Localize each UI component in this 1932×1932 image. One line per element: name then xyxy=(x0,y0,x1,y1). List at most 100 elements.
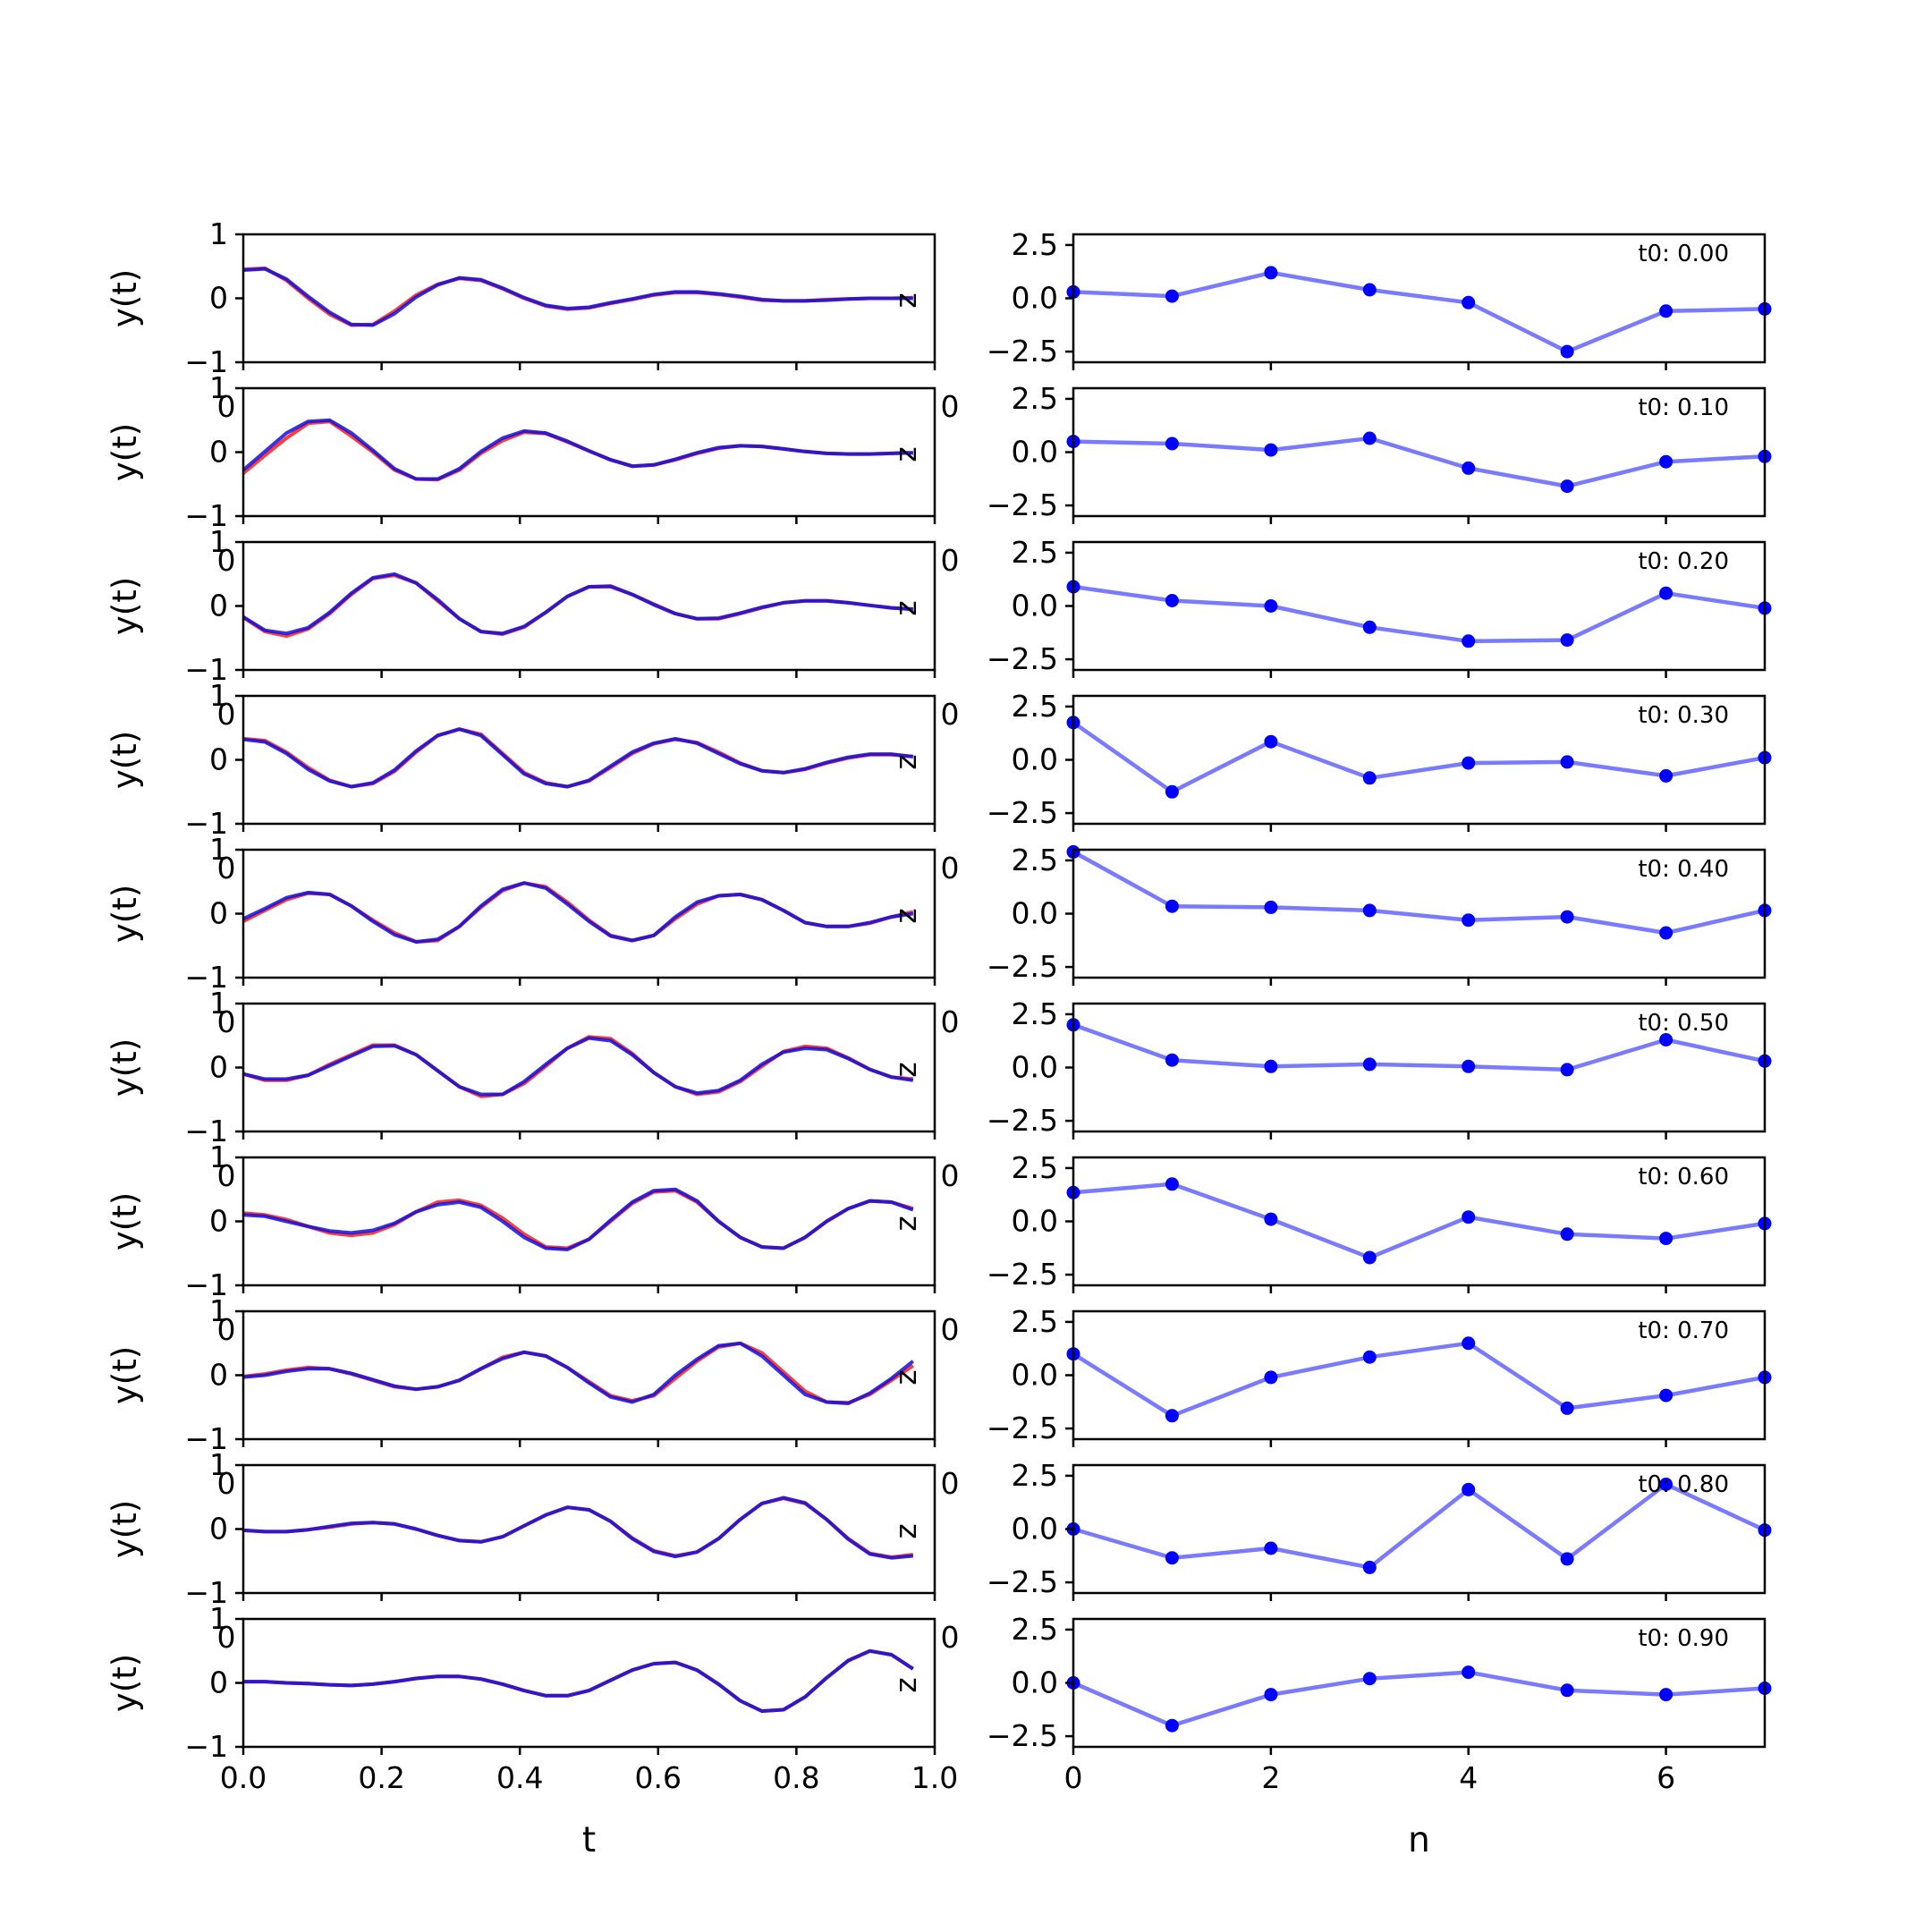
corner-label: z xyxy=(888,1523,923,1538)
y-tick-label: 0.0 xyxy=(1012,589,1058,623)
coefficient-point xyxy=(1165,594,1179,607)
coefficient-point xyxy=(1165,1053,1179,1067)
stray-tick-label: 0 xyxy=(217,851,236,886)
y-tick-label: 2.5 xyxy=(1012,1304,1058,1339)
corner-label: z xyxy=(888,1677,923,1692)
y-axis-label: y(t) xyxy=(106,885,144,943)
x-axis-label: t xyxy=(582,1820,596,1860)
stray-tick-label: 0 xyxy=(217,1312,236,1347)
signal-panel-9: 10−1y(t) z0 xyxy=(106,1447,936,1610)
coefficient-point xyxy=(1659,586,1674,600)
stray-tick-label: 0 xyxy=(217,1620,236,1655)
y-tick-label: 2.5 xyxy=(1012,535,1058,570)
signal-line-a xyxy=(243,266,913,327)
stray-tick-label: 0 xyxy=(941,697,960,732)
coefficient-point xyxy=(1659,1033,1674,1046)
y-tick-label: 0 xyxy=(209,435,228,470)
axes-frame xyxy=(242,1156,936,1287)
coefficient-point xyxy=(1362,1672,1377,1686)
coefficient-line xyxy=(1072,1182,1766,1260)
y-tick-label: −2.5 xyxy=(987,1411,1058,1445)
y-tick-label: −1 xyxy=(184,1729,228,1764)
coefficient-point xyxy=(1362,283,1377,297)
y-axis-label: y(t) xyxy=(106,269,144,327)
time-offset-label: t0: 0.60 xyxy=(1638,1164,1729,1191)
coefficient-point xyxy=(1264,1688,1278,1702)
signal-panel-7: 10−1y(t) z0 xyxy=(106,1140,936,1302)
coefficient-point xyxy=(1560,1227,1574,1241)
x-tick-label: 0.2 xyxy=(358,1760,404,1795)
time-offset-label: t0: 0.80 xyxy=(1638,1471,1729,1498)
coefficient-point xyxy=(1362,771,1377,785)
coefficient-point xyxy=(1659,304,1674,318)
coeff-panel-7: 2.5 0.0 −2.5 t0: 0.60 0 xyxy=(941,1150,1772,1293)
y-tick-label: 0.0 xyxy=(1012,1665,1058,1700)
axes-frame xyxy=(242,540,936,672)
x-tick-label: 0 xyxy=(1064,1760,1083,1795)
y-tick-label: 2.5 xyxy=(1012,1612,1058,1647)
y-tick-label: 1 xyxy=(209,1293,228,1328)
coeff-panel-8: 2.5 0.0 −2.5 t0: 0.70 0 xyxy=(941,1304,1772,1447)
coefficient-line xyxy=(1072,584,1766,644)
coefficient-point xyxy=(1462,1665,1476,1680)
coefficient-point xyxy=(1560,633,1574,648)
stray-tick-label: 0 xyxy=(941,1312,960,1347)
y-tick-label: 2.5 xyxy=(1012,1458,1058,1493)
y-tick-label: 0.0 xyxy=(1012,1512,1058,1546)
time-offset-label: t0: 0.50 xyxy=(1638,1010,1729,1037)
y-tick-label: 0 xyxy=(209,1358,228,1393)
y-tick-label: −2.5 xyxy=(987,487,1058,522)
y-axis-label: y(t) xyxy=(106,1192,144,1250)
x-tick-label: 6 xyxy=(1657,1760,1675,1795)
y-tick-label: 0 xyxy=(209,281,228,316)
axes-frame xyxy=(242,848,936,979)
y-axis-label: y(t) xyxy=(106,1500,144,1558)
coefficient-point xyxy=(1165,289,1179,303)
coeff-panel-6: 2.5 0.0 −2.5 t0: 0.50 0 xyxy=(941,996,1772,1140)
signal-panel-10: 10−10.0 0.2 0.4 0.6 0.8 1.0y(t) z0t xyxy=(106,1601,958,1860)
y-tick-label: −2.5 xyxy=(987,949,1058,984)
time-offset-label: t0: 0.40 xyxy=(1638,856,1729,883)
coefficient-line xyxy=(1072,1341,1766,1419)
y-tick-label: 2.5 xyxy=(1012,689,1058,724)
coefficient-point xyxy=(1165,784,1179,799)
coefficient-point xyxy=(1264,1212,1278,1226)
signal-line-b xyxy=(243,1648,914,1713)
time-offset-label: t0: 0.00 xyxy=(1638,241,1729,267)
axes-frame xyxy=(242,1617,936,1749)
time-offset-label: t0: 0.70 xyxy=(1638,1318,1729,1344)
y-axis-label: y(t) xyxy=(106,1346,144,1404)
stray-tick-label: 0 xyxy=(217,697,236,732)
y-axis-label: y(t) xyxy=(106,731,144,789)
coefficient-point xyxy=(1362,620,1377,634)
y-tick-label: 0.0 xyxy=(1012,1204,1058,1239)
stray-tick-label: 0 xyxy=(941,543,960,578)
stray-tick-label: 0 xyxy=(941,1620,960,1655)
axes-frame xyxy=(242,1309,936,1441)
coefficient-point xyxy=(1659,1688,1674,1702)
y-tick-label: 1 xyxy=(209,216,228,251)
stray-tick-label: 0 xyxy=(941,389,960,424)
coefficient-point xyxy=(1462,461,1476,475)
coefficient-point xyxy=(1362,903,1377,918)
y-tick-label: 1 xyxy=(209,1140,228,1174)
stray-tick-label: 0 xyxy=(941,851,960,886)
coefficient-point xyxy=(1264,734,1278,749)
time-offset-label: t0: 0.10 xyxy=(1638,394,1729,421)
signal-line-a xyxy=(243,1035,913,1098)
coefficient-line xyxy=(1072,1670,1766,1728)
coefficient-line xyxy=(1072,850,1766,936)
y-axis-label: y(t) xyxy=(106,1038,144,1097)
y-axis-label: y(t) xyxy=(106,423,144,481)
corner-label: z xyxy=(888,908,923,923)
coefficient-line xyxy=(1072,270,1766,354)
signal-line-a xyxy=(243,573,913,639)
coefficient-point xyxy=(1362,1350,1377,1364)
y-tick-label: 0 xyxy=(209,742,228,777)
coefficient-line xyxy=(1072,436,1766,488)
signal-panel-1: 1 0 −1 y(t) z xyxy=(106,216,936,379)
stray-tick-label: 0 xyxy=(217,1158,236,1193)
time-offset-label: t0: 0.30 xyxy=(1638,702,1729,729)
y-tick-label: 0.0 xyxy=(1012,435,1058,470)
